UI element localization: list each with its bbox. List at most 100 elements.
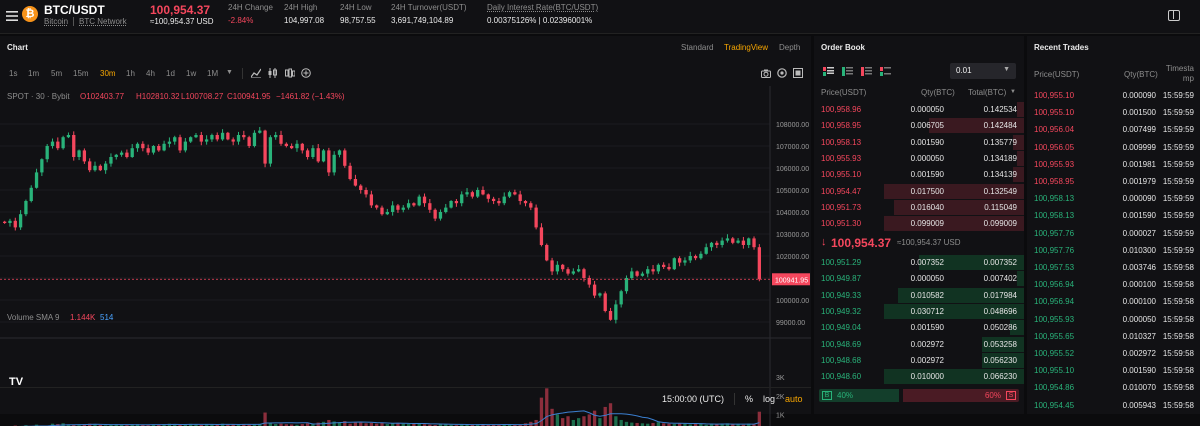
interval-1h[interactable]: 1h	[126, 69, 135, 78]
volume-bar	[333, 421, 336, 426]
interval-1m[interactable]: 1m	[28, 69, 39, 78]
candle-body	[481, 190, 484, 194]
bid-price: 100,949.32	[821, 304, 861, 320]
candle-body	[51, 142, 54, 146]
precision-select[interactable]: 0.01 ▼	[950, 63, 1016, 79]
ask-price: 100,958.95	[821, 118, 861, 134]
interval-4h[interactable]: 4h	[146, 69, 155, 78]
view-standard[interactable]: Standard	[681, 43, 713, 52]
candle-body	[540, 227, 543, 245]
candle-body	[614, 304, 617, 319]
ask-price: 100,958.96	[821, 102, 861, 118]
price-tick-label: 99000.00	[776, 320, 805, 327]
fullscreen-icon[interactable]	[793, 68, 803, 78]
candle-body	[657, 265, 660, 272]
layout-toggle-icon[interactable]	[1168, 10, 1180, 21]
candle-body	[715, 243, 718, 245]
candle-body	[216, 135, 219, 139]
candle-body	[635, 271, 638, 275]
last-price-tag-label: 100941.95	[775, 277, 808, 284]
total-dropdown-icon[interactable]: ▼	[1010, 89, 1016, 95]
volume-bar	[545, 388, 548, 426]
menu-icon[interactable]	[6, 10, 18, 22]
volume-bar	[556, 414, 559, 426]
view-both-icon[interactable]	[823, 67, 834, 76]
interval-5m[interactable]: 5m	[51, 69, 62, 78]
stat-label-high: 24H High	[284, 3, 317, 12]
pair-symbol[interactable]: BTC/USDT	[44, 3, 105, 17]
candle-body	[19, 214, 22, 227]
view-list-icon[interactable]	[880, 67, 891, 76]
interval-1w[interactable]: 1w	[186, 69, 196, 78]
ask-total: 0.099009	[984, 216, 1017, 232]
auto-toggle[interactable]: auto	[785, 394, 803, 404]
candles-icon[interactable]	[285, 68, 295, 78]
ob-col-qty: Qty(BTC)	[921, 88, 955, 97]
volume-bar	[572, 420, 575, 426]
coin-name[interactable]: Bitcoin	[44, 17, 68, 26]
add-indicator-icon[interactable]	[301, 68, 311, 78]
utc-clock[interactable]: 15:00:00 (UTC)	[662, 394, 724, 404]
indicators-icon[interactable]	[251, 68, 261, 78]
candle-body	[141, 144, 144, 148]
percent-toggle[interactable]: %	[745, 394, 753, 404]
volume-sma-value: 514	[100, 313, 113, 322]
log-toggle[interactable]: log	[763, 394, 775, 404]
candle-body	[104, 164, 107, 171]
trade-time: 15:59:59	[1163, 139, 1194, 156]
ob-col-total: Total(BTC)	[968, 88, 1006, 97]
interval-1s[interactable]: 1s	[9, 69, 17, 78]
bid-qty: 0.002972	[911, 337, 944, 353]
chart-style-icon[interactable]	[268, 68, 278, 78]
view-tradingview[interactable]: TradingView	[724, 43, 768, 52]
trade-time: 15:59:59	[1163, 225, 1194, 242]
interval-15m[interactable]: 15m	[73, 69, 89, 78]
bid-price: 100,948.69	[821, 337, 861, 353]
camera-icon[interactable]	[761, 69, 771, 78]
settings-icon[interactable]	[777, 68, 787, 78]
candle-body	[194, 135, 197, 137]
trade-time: 15:59:59	[1163, 207, 1194, 224]
candle-body	[433, 210, 436, 219]
trade-price: 100,956.04	[1034, 121, 1074, 138]
candle-body	[747, 238, 750, 245]
candle-body	[492, 199, 495, 201]
network-name[interactable]: BTC Network	[79, 17, 127, 26]
candlestick-chart[interactable]: 108000.00107000.00106000.00105000.001040…	[0, 86, 811, 426]
interval-1M[interactable]: 1M	[207, 69, 218, 78]
bid-qty: 0.010582	[911, 288, 944, 304]
stat-label-interest: Daily Interest Rate(BTC/USDT)	[487, 3, 598, 12]
view-depth[interactable]: Depth	[779, 43, 800, 52]
interval-dropdown-icon[interactable]: ▼	[226, 69, 233, 76]
candle-body	[56, 142, 59, 149]
interval-30m[interactable]: 30m	[100, 69, 116, 78]
candle-body	[407, 203, 410, 207]
candle-body	[683, 260, 686, 262]
candle-body	[343, 150, 346, 165]
trade-time: 15:59:58	[1163, 293, 1194, 310]
view-bids-icon[interactable]	[842, 67, 853, 76]
interval-1d[interactable]: 1d	[166, 69, 175, 78]
trade-price: 100,957.76	[1034, 242, 1074, 259]
price-tick-label: 103000.00	[776, 232, 809, 239]
view-asks-icon[interactable]	[861, 67, 872, 76]
candle-body	[736, 241, 739, 243]
